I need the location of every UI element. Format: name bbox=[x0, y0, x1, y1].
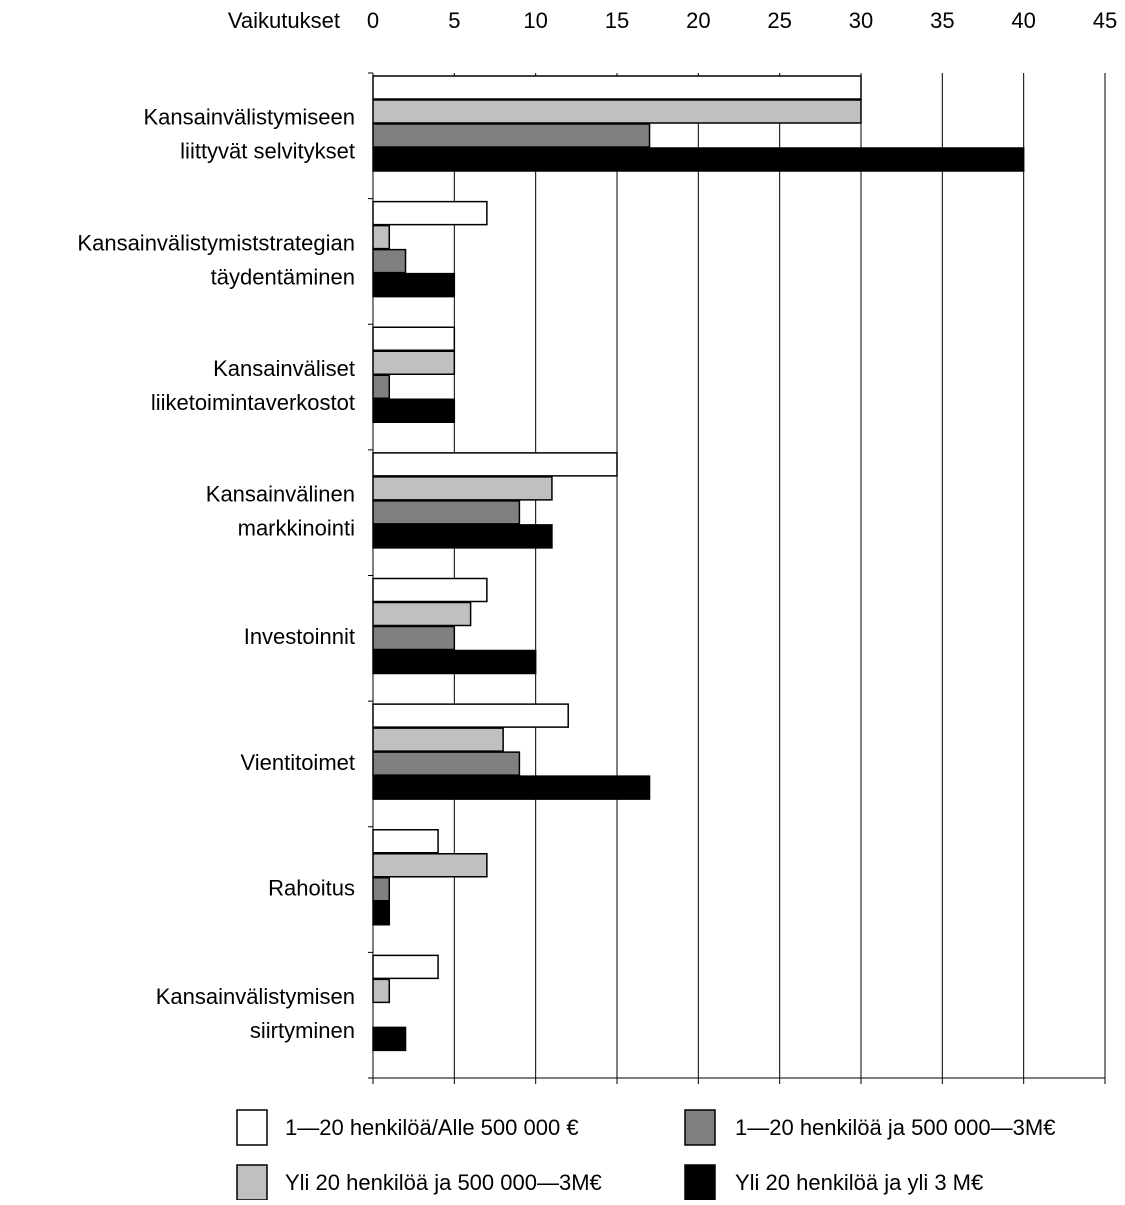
bar bbox=[372, 123, 651, 148]
category-label: Kansainväliset bbox=[213, 356, 355, 381]
category-label: siirtyminen bbox=[250, 1018, 355, 1043]
bar bbox=[372, 524, 553, 549]
bar bbox=[372, 853, 488, 878]
bar bbox=[372, 326, 456, 351]
bar bbox=[372, 398, 456, 423]
bar bbox=[372, 350, 456, 375]
x-tick-label: 0 bbox=[367, 8, 379, 33]
legend-label: 1—20 henkilöä ja 500 000—3M€ bbox=[735, 1115, 1055, 1140]
bar bbox=[372, 601, 472, 627]
legend-label: Yli 20 henkilöä ja yli 3 M€ bbox=[735, 1170, 983, 1195]
legend-swatch bbox=[684, 1109, 716, 1146]
axis-title: Vaikutukset bbox=[228, 8, 340, 33]
bar bbox=[372, 99, 862, 124]
bar bbox=[372, 452, 618, 477]
legend-label: Yli 20 henkilöä ja 500 000—3M€ bbox=[285, 1170, 602, 1195]
bar bbox=[372, 829, 439, 854]
bar bbox=[372, 1026, 407, 1052]
bar bbox=[372, 147, 1025, 172]
bar bbox=[372, 272, 456, 298]
category-label: liiketoimintaverkostot bbox=[151, 390, 355, 415]
x-tick-label: 20 bbox=[686, 8, 710, 33]
bar bbox=[372, 703, 569, 728]
category-label: markkinointi bbox=[238, 516, 355, 541]
category-label: Kansainvälistymiststrategian bbox=[77, 230, 355, 255]
bar bbox=[372, 476, 553, 501]
legend-swatch bbox=[684, 1164, 716, 1201]
bar bbox=[372, 877, 391, 902]
x-tick-label: 40 bbox=[1011, 8, 1035, 33]
bar bbox=[372, 577, 488, 603]
category-label: Kansainvälinen bbox=[206, 482, 355, 507]
bar bbox=[372, 649, 537, 675]
bar bbox=[372, 248, 407, 274]
legend-label: 1—20 henkilöä/Alle 500 000 € bbox=[285, 1115, 579, 1140]
x-tick-label: 30 bbox=[849, 8, 873, 33]
category-label: Vientitoimet bbox=[240, 750, 355, 775]
bar bbox=[372, 978, 391, 1004]
category-label: Rahoitus bbox=[268, 875, 355, 900]
bar bbox=[372, 500, 521, 525]
x-tick-label: 25 bbox=[767, 8, 791, 33]
bar bbox=[372, 775, 651, 800]
x-tick-label: 10 bbox=[523, 8, 547, 33]
x-tick-label: 35 bbox=[930, 8, 954, 33]
bar bbox=[372, 751, 521, 776]
category-label: Kansainvälistymiseen bbox=[143, 105, 355, 130]
category-label: liittyvät selvitykset bbox=[180, 139, 355, 164]
category-label: Investoinnit bbox=[244, 624, 355, 649]
x-tick-label: 15 bbox=[605, 8, 629, 33]
bar bbox=[372, 727, 504, 752]
legend-swatch bbox=[236, 1164, 268, 1201]
bar bbox=[372, 625, 456, 651]
bar bbox=[372, 901, 391, 926]
category-label: täydentäminen bbox=[211, 264, 355, 289]
legend-swatch bbox=[236, 1109, 268, 1146]
x-tick-label: 45 bbox=[1093, 8, 1117, 33]
bar bbox=[372, 224, 391, 250]
bar bbox=[372, 374, 391, 399]
bar bbox=[372, 75, 862, 100]
bar bbox=[372, 954, 439, 980]
x-tick-label: 5 bbox=[448, 8, 460, 33]
bar bbox=[372, 200, 488, 226]
category-label: Kansainvälistymisen bbox=[156, 984, 355, 1009]
